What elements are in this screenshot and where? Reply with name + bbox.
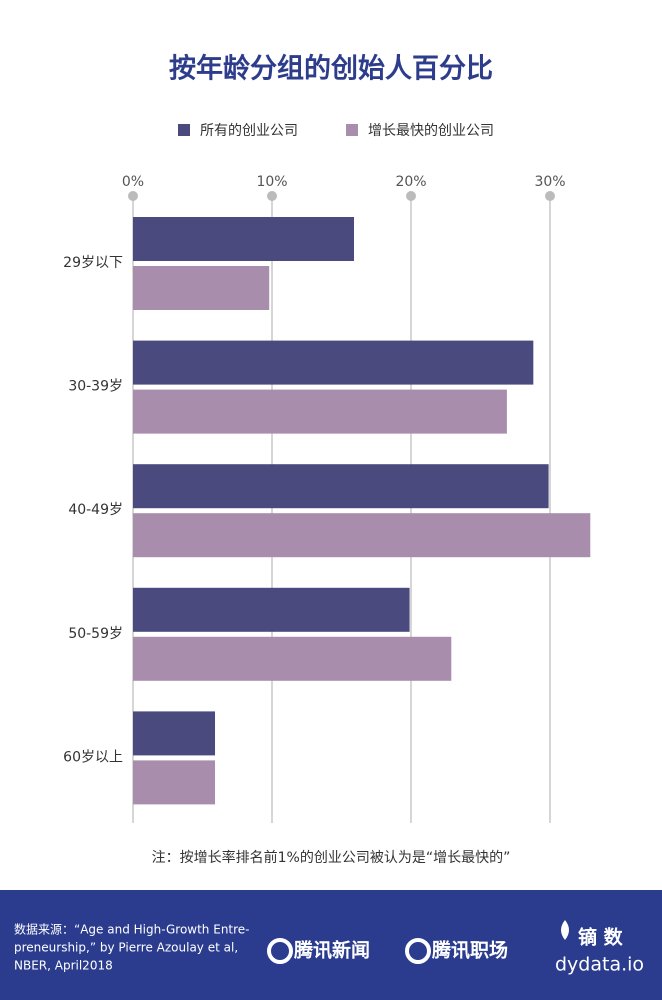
logo-icon (267, 938, 293, 964)
bar (133, 513, 591, 558)
chart-title: 按年龄分组的创始人百分比 (169, 53, 493, 85)
logo: 腾讯新闻 (293, 939, 370, 962)
y-tick-label: 40-49岁 (68, 502, 123, 518)
tick-dot (267, 191, 277, 201)
source-line: preneurship,” by Pierre Azoulay et al, (14, 941, 238, 955)
bar (133, 266, 270, 310)
legend-swatch (346, 124, 358, 136)
tick-dot (406, 191, 416, 201)
bar (133, 389, 507, 434)
brand-icon (561, 920, 569, 940)
x-tick-label: 20% (395, 174, 426, 190)
x-tick-label: 30% (534, 174, 565, 190)
logo-icon (405, 938, 431, 964)
legend-label: 增长最快的创业公司 (368, 123, 494, 139)
brand-url: dydata.io (555, 954, 644, 976)
source-line: 数据来源：“Age and High-Growth Entre- (14, 922, 250, 937)
x-tick-label: 10% (256, 174, 287, 190)
logo: 腾讯职场 (431, 939, 508, 962)
bar (133, 217, 355, 261)
x-tick-label: 0% (122, 174, 144, 190)
bar (133, 464, 549, 509)
tick-dot (128, 191, 138, 201)
legend-swatch (178, 124, 190, 136)
bar (133, 340, 534, 385)
y-tick-label: 29岁以下 (63, 255, 123, 271)
bar (133, 587, 410, 632)
y-tick-label: 30-39岁 (68, 379, 123, 395)
footer-band (0, 890, 662, 1000)
bar (133, 711, 216, 756)
y-tick-label: 60岁以上 (63, 749, 123, 765)
brand: 镝 数 (578, 926, 624, 949)
bar (133, 760, 216, 805)
note: 注：按增长率排名前1%的创业公司被认为是“增长最快的” (152, 849, 511, 866)
source-line: NBER, April2018 (14, 959, 113, 973)
bar (133, 636, 452, 681)
y-tick-label: 50-59岁 (68, 626, 123, 642)
legend-label: 所有的创业公司 (200, 123, 298, 139)
tick-dot (545, 191, 555, 201)
